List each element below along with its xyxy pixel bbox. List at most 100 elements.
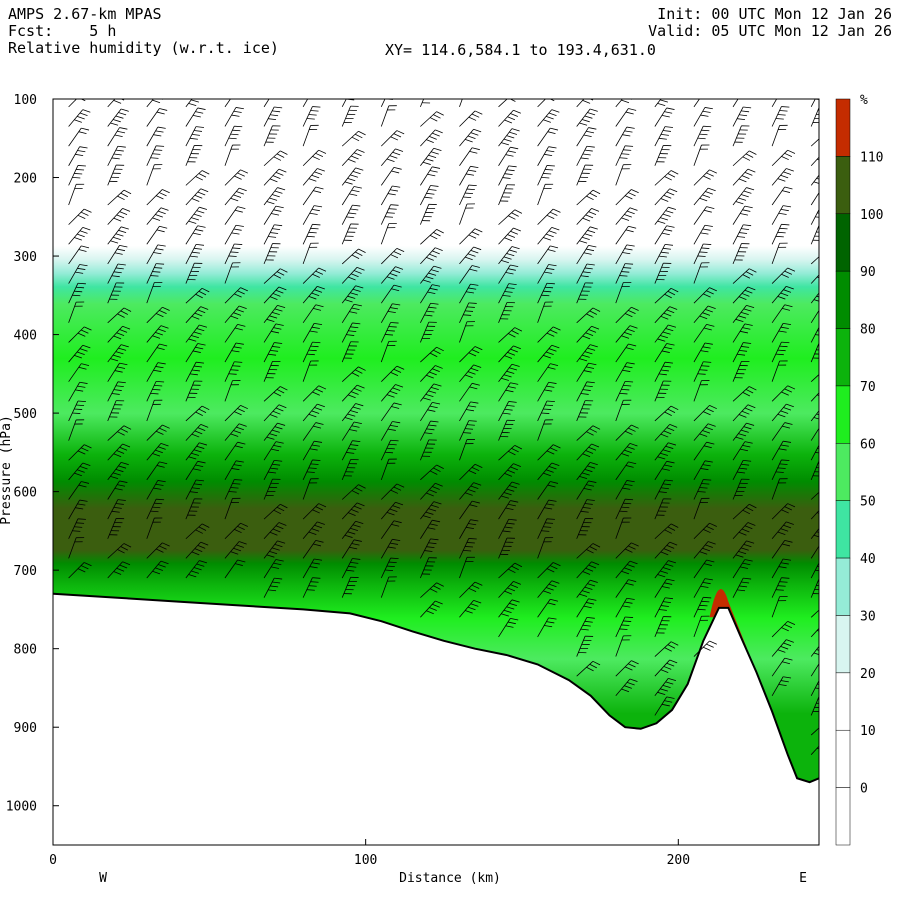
wind-barb — [380, 421, 401, 441]
wind-barb — [693, 559, 715, 579]
wind-barb — [185, 361, 205, 382]
wind-barb — [420, 302, 439, 323]
wind-barb — [732, 503, 757, 520]
wind-barb — [68, 400, 86, 422]
wind-barb — [771, 539, 793, 559]
wind-barb — [654, 423, 678, 441]
wind-barb — [224, 423, 247, 441]
wind-barb — [185, 479, 205, 500]
colorbar-label: 110 — [860, 150, 883, 165]
wind-barb — [419, 203, 437, 225]
wind-barb — [498, 165, 517, 186]
wind-barb — [771, 459, 790, 481]
wind-barb — [576, 660, 601, 677]
wind-barb — [263, 478, 281, 500]
wind-barb — [498, 283, 517, 304]
wind-barb — [576, 443, 600, 461]
wind-barb — [380, 223, 397, 245]
wind-barb — [537, 462, 560, 481]
wind-barb — [263, 286, 287, 304]
wind-barb — [732, 243, 750, 265]
wind-barb — [224, 361, 243, 382]
wind-barb — [576, 635, 594, 657]
wind-barb — [107, 362, 128, 382]
wind-barb — [693, 206, 715, 225]
wind-barb — [615, 579, 637, 598]
wind-barb — [615, 399, 632, 422]
wind-barb — [185, 188, 209, 206]
wind-barb — [654, 597, 674, 618]
wind-barb — [576, 499, 595, 520]
wind-barb — [576, 425, 601, 441]
y-tick-label: 500 — [14, 407, 37, 422]
wind-barb — [263, 243, 281, 265]
wind-barb — [615, 225, 637, 245]
wind-barb — [224, 559, 246, 579]
wind-barb — [459, 420, 477, 441]
y-axis: 100 200 300 400 500 600 700 800 900 1000 — [6, 93, 59, 815]
wind-barb — [654, 107, 675, 127]
colorbar-swatch — [835, 98, 851, 157]
wind-barb — [68, 282, 86, 304]
wind-barb — [576, 244, 597, 265]
wind-barb — [68, 165, 86, 186]
wind-barb — [654, 287, 679, 304]
wind-barb — [693, 262, 710, 284]
wind-barb — [263, 106, 283, 127]
wind-barb — [224, 479, 243, 500]
wind-barb — [810, 410, 819, 422]
wind-barb — [771, 304, 793, 324]
wind-barb — [771, 657, 793, 677]
colorbar-label: 100 — [860, 208, 883, 223]
wind-barb — [146, 442, 169, 461]
wind-barb — [380, 303, 401, 323]
wind-barb — [693, 441, 715, 461]
wind-barb — [263, 150, 288, 167]
wind-barb — [107, 127, 128, 147]
wind-barb — [576, 263, 595, 284]
wind-barb — [576, 108, 598, 127]
wind-barb — [107, 518, 125, 539]
wind-barb — [498, 463, 521, 481]
west-label: W — [99, 871, 107, 886]
wind-barb — [810, 174, 819, 186]
wind-barb — [68, 444, 92, 461]
wind-barb — [498, 327, 523, 343]
wind-barb — [224, 262, 241, 284]
wind-barb — [420, 600, 443, 618]
wind-barb — [537, 282, 555, 304]
wind-barb — [732, 577, 752, 598]
header-left: AMPS 2.67-km MPAS Fcst: 5 h Relative hum… — [8, 6, 279, 57]
wind-barb — [224, 206, 246, 225]
wind-barb — [654, 145, 672, 166]
wind-barb — [146, 164, 163, 186]
wind-barb — [185, 423, 209, 441]
wind-barb — [576, 518, 594, 539]
wind-barb — [185, 405, 210, 422]
wind-barb — [459, 556, 475, 579]
wind-barb — [263, 304, 286, 324]
wind-barb — [654, 541, 678, 559]
wind-barb — [771, 676, 792, 696]
wind-barb — [263, 441, 284, 461]
wind-barb — [732, 522, 756, 540]
wind-barb — [732, 125, 750, 147]
wind-barb — [576, 543, 601, 559]
wind-barb — [380, 402, 402, 422]
wind-barb — [341, 576, 359, 598]
wind-barb — [693, 144, 710, 166]
wind-barb — [185, 126, 205, 147]
wind-barb — [615, 635, 632, 657]
wind-barb — [420, 185, 439, 206]
wind-barb — [420, 538, 439, 559]
wind-barb — [810, 609, 819, 618]
wind-barb — [654, 616, 672, 638]
wind-barb — [107, 325, 131, 343]
wind-barb — [146, 189, 170, 206]
wind-barb — [185, 99, 202, 108]
wind-barb — [341, 421, 362, 441]
wind-barb — [420, 265, 442, 284]
wind-barb — [537, 518, 555, 539]
wind-barb — [381, 365, 405, 382]
wind-barb — [810, 663, 819, 677]
